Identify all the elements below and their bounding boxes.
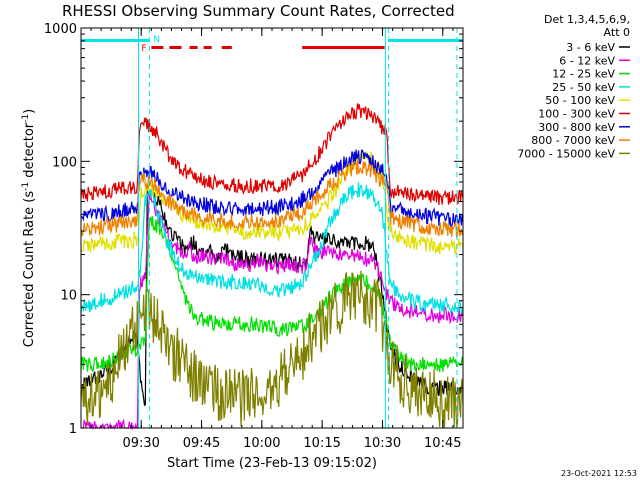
x-tick-label: 09:30 xyxy=(122,436,159,451)
series-line-0 xyxy=(80,184,464,407)
x-axis-label: Start Time (23-Feb-13 09:15:02) xyxy=(167,456,377,471)
y-axis-label-main: Corrected Count Rate (s xyxy=(22,191,37,348)
legend-entry-label: 800 - 7000 keV xyxy=(531,134,615,147)
flare-flag-label: F xyxy=(141,44,146,54)
series-line-3 xyxy=(80,182,464,316)
x-axis: 09:30 09:45 10:00 10:15 10:30 10:45 xyxy=(80,28,464,451)
legend-entry-label: 25 - 50 keV xyxy=(552,81,615,94)
series-line-5 xyxy=(80,103,464,206)
series-line-1 xyxy=(81,193,464,431)
legend-entry-label: 50 - 100 keV xyxy=(545,94,615,107)
timestamp-stamp: 23-Oct-2021 12:53 xyxy=(561,469,637,478)
legend-entry-label: 100 - 300 keV xyxy=(538,108,615,121)
y-axis-label-mid: detector xyxy=(22,122,37,182)
flare-flag-bar xyxy=(151,46,164,49)
series-line-8 xyxy=(80,270,464,429)
y-axis-label-end: ) xyxy=(22,109,37,114)
legend-entry-label: 300 - 800 keV xyxy=(538,121,615,134)
y-axis-label-sup2: -1 xyxy=(21,114,31,123)
series-layer xyxy=(80,103,464,431)
y-axis: 1 10 100 1000 xyxy=(44,22,463,437)
y-axis-label-sup1: -1 xyxy=(21,182,31,191)
legend-entry-label: 6 - 12 keV xyxy=(559,54,615,67)
boundary-layer xyxy=(138,28,458,428)
flare-flag-bar xyxy=(221,46,232,49)
night-flag-bar xyxy=(388,39,463,42)
legend-entry-label: 7000 - 15000 keV xyxy=(517,147,615,160)
legend-entry-label: 12 - 25 keV xyxy=(552,68,615,81)
y-tick-label: 10 xyxy=(60,289,77,304)
x-tick-label: 09:45 xyxy=(183,436,220,451)
series-line-4 xyxy=(80,150,464,255)
flare-flag-bar xyxy=(302,46,385,49)
y-tick-label: 1000 xyxy=(44,22,77,37)
y-axis-label: Corrected Count Rate (s-1 detector-1) xyxy=(21,109,37,347)
x-tick-label: 10:30 xyxy=(364,436,401,451)
flare-flag-bar xyxy=(203,46,212,49)
flare-flag-bar xyxy=(189,46,198,49)
y-tick-label: 100 xyxy=(52,155,77,170)
series-line-7 xyxy=(80,160,464,239)
series-line-6 xyxy=(80,149,464,229)
x-tick-label: 10:45 xyxy=(424,436,461,451)
night-flag-label: N xyxy=(153,35,160,45)
x-tick-label: 10:15 xyxy=(303,436,340,451)
flare-flag-bar xyxy=(169,46,182,49)
legend-header-line1: Det 1,3,4,5,6,9, xyxy=(544,13,630,26)
legend-header-line2: Att 0 xyxy=(604,26,630,39)
legend-entry-label: 3 - 6 keV xyxy=(566,41,615,54)
flags-layer: NF xyxy=(81,35,463,54)
night-flag-bar xyxy=(81,39,150,42)
series-line-2 xyxy=(80,215,464,373)
x-tick-label: 10:00 xyxy=(243,436,280,451)
chart-title: RHESSI Observing Summary Count Rates, Co… xyxy=(62,2,455,20)
y-tick-label: 1 xyxy=(69,422,77,437)
